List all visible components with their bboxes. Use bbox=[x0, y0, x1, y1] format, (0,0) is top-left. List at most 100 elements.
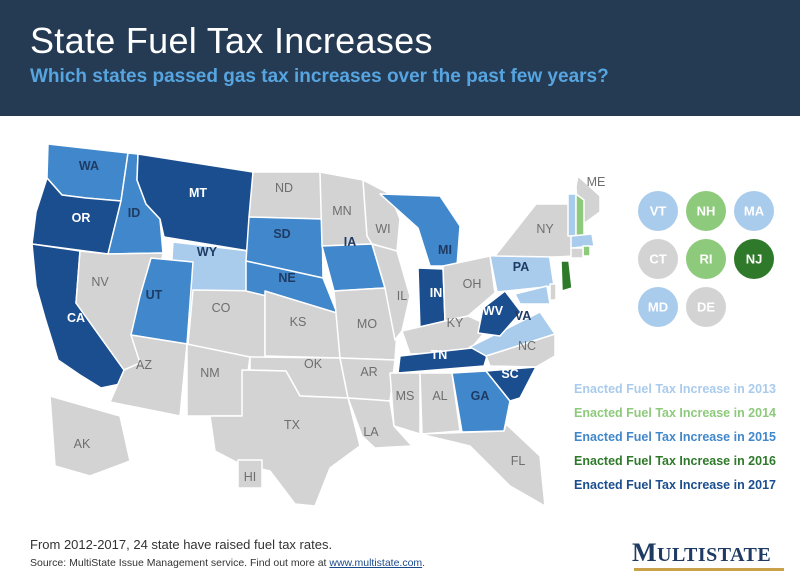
logo-underline bbox=[634, 568, 784, 571]
state-label-ks: KS bbox=[290, 315, 307, 329]
small-state-label-ri: RI bbox=[700, 252, 713, 267]
state-label-ut: UT bbox=[146, 288, 163, 302]
state-label-ga: GA bbox=[471, 389, 490, 403]
footer-note: From 2012-2017, 24 state have raised fue… bbox=[30, 537, 333, 552]
state-label-mi: MI bbox=[438, 243, 452, 257]
small-state-circle-ri bbox=[686, 239, 726, 279]
state-label-ny: NY bbox=[536, 222, 554, 236]
source-text: Source: MultiState Issue Management serv… bbox=[30, 557, 330, 569]
state-label-or: OR bbox=[72, 211, 91, 225]
state-label-me: ME bbox=[587, 175, 606, 189]
state-ri bbox=[582, 245, 591, 257]
state-ma bbox=[570, 233, 595, 249]
state-label-mo: MO bbox=[357, 317, 377, 331]
state-label-wa: WA bbox=[79, 159, 99, 173]
small-state-label-md: MD bbox=[648, 300, 668, 315]
state-label-ok: OK bbox=[304, 357, 323, 371]
state-label-id: ID bbox=[128, 206, 141, 220]
state-la bbox=[347, 397, 413, 449]
small-state-circle-vt bbox=[638, 191, 678, 231]
state-label-pa: PA bbox=[513, 260, 529, 274]
state-label-in: IN bbox=[430, 286, 443, 300]
state-label-wi: WI bbox=[375, 222, 390, 236]
state-label-mn: MN bbox=[332, 204, 351, 218]
state-label-tx: TX bbox=[284, 418, 301, 432]
state-ms bbox=[389, 372, 421, 435]
state-al bbox=[419, 372, 461, 435]
state-vt bbox=[567, 193, 577, 237]
state-label-ak: AK bbox=[74, 437, 91, 451]
small-state-label-vt: VT bbox=[650, 204, 667, 219]
state-label-ky: KY bbox=[447, 316, 464, 330]
state-label-oh: OH bbox=[463, 277, 482, 291]
state-va bbox=[469, 311, 556, 357]
footer-source: Source: MultiState Issue Management serv… bbox=[30, 557, 425, 569]
state-label-co: CO bbox=[212, 301, 231, 315]
state-nm bbox=[186, 343, 251, 417]
state-label-ms: MS bbox=[396, 389, 415, 403]
small-state-circle-ma bbox=[734, 191, 774, 231]
page-title: State Fuel Tax Increases bbox=[30, 20, 433, 61]
state-label-hi: HI bbox=[244, 470, 257, 484]
us-map: WA OR CA ID MT WY NV UT CO AZ NM ND SD NE KS OK TX MN IA MO… bbox=[31, 143, 774, 507]
small-state-circle-md bbox=[638, 287, 678, 327]
state-sc bbox=[485, 366, 537, 402]
state-label-ar: AR bbox=[360, 365, 377, 379]
state-label-sc: SC bbox=[501, 367, 518, 381]
state-label-il: IL bbox=[397, 289, 407, 303]
state-label-al: AL bbox=[432, 389, 447, 403]
logo-m: M bbox=[632, 538, 658, 567]
state-label-ne: NE bbox=[278, 271, 295, 285]
state-md bbox=[514, 285, 551, 305]
state-de bbox=[549, 283, 557, 301]
logo-rest: ULTISTATE bbox=[657, 544, 772, 566]
small-state-circle-de bbox=[686, 287, 726, 327]
small-state-circle-nh bbox=[686, 191, 726, 231]
state-oh bbox=[442, 255, 496, 322]
small-state-label-nj: NJ bbox=[746, 252, 763, 267]
legend-item-y2017: Enacted Fuel Tax Increase in 2017 bbox=[574, 478, 776, 492]
source-suffix: . bbox=[422, 557, 426, 569]
state-label-ca: CA bbox=[67, 311, 85, 325]
state-label-nc: NC bbox=[518, 339, 536, 353]
state-label-fl: FL bbox=[511, 454, 526, 468]
small-state-circle-ct bbox=[638, 239, 678, 279]
state-label-mt: MT bbox=[189, 186, 207, 200]
state-label-wv: WV bbox=[483, 304, 504, 318]
state-ct bbox=[570, 247, 584, 259]
state-wv bbox=[477, 290, 522, 337]
state-ga bbox=[451, 370, 511, 433]
state-label-az: AZ bbox=[136, 358, 152, 372]
state-hi bbox=[237, 459, 263, 489]
state-label-nd: ND bbox=[275, 181, 293, 195]
legend-item-y2013: Enacted Fuel Tax Increase in 2013 bbox=[574, 382, 776, 396]
small-state-label-ma: MA bbox=[744, 204, 765, 219]
state-nh bbox=[575, 193, 585, 237]
state-label-tn: TN bbox=[431, 348, 448, 362]
state-label-ia: IA bbox=[344, 235, 357, 249]
source-link[interactable]: www.multistate.com bbox=[329, 557, 423, 569]
state-fl bbox=[419, 423, 546, 507]
state-nd bbox=[248, 171, 323, 220]
legend-item-y2016: Enacted Fuel Tax Increase in 2016 bbox=[574, 454, 776, 468]
legend-item-y2015: Enacted Fuel Tax Increase in 2015 bbox=[574, 430, 776, 444]
state-ak bbox=[49, 395, 131, 477]
state-mo bbox=[333, 287, 398, 361]
small-state-label-ct: CT bbox=[649, 252, 666, 267]
header-banner: State Fuel Tax Increases Which states pa… bbox=[0, 0, 800, 116]
state-label-la: LA bbox=[363, 425, 379, 439]
state-label-sd: SD bbox=[273, 227, 290, 241]
state-label-wy: WY bbox=[197, 245, 218, 259]
small-state-label-de: DE bbox=[697, 300, 715, 315]
state-label-nv: NV bbox=[91, 275, 109, 289]
state-nj bbox=[560, 260, 573, 292]
state-label-nm: NM bbox=[200, 366, 219, 380]
state-tx bbox=[209, 369, 361, 507]
small-state-label-nh: NH bbox=[697, 204, 716, 219]
legend-item-y2014: Enacted Fuel Tax Increase in 2014 bbox=[574, 406, 776, 420]
multistate-logo: MULTISTATE bbox=[632, 538, 771, 568]
small-state-circle-nj bbox=[734, 239, 774, 279]
page-subtitle: Which states passed gas tax increases ov… bbox=[30, 66, 609, 87]
state-tn bbox=[397, 345, 491, 374]
state-label-va: VA bbox=[515, 309, 531, 323]
